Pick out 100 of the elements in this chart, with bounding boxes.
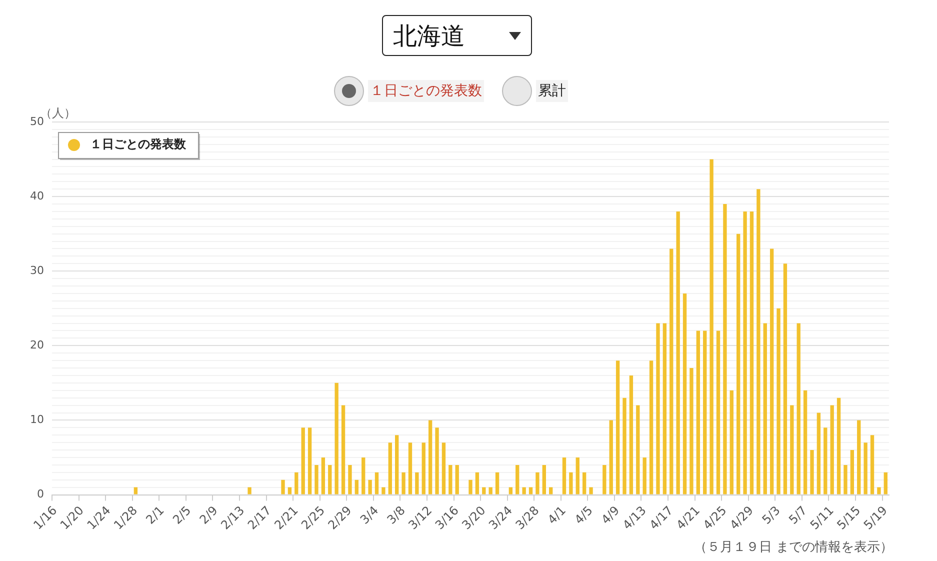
y-tick-label: 30: [30, 264, 44, 277]
bar: [281, 480, 285, 494]
bar: [314, 464, 318, 494]
x-tick-label: 4/1: [545, 503, 569, 527]
bar: [622, 398, 626, 494]
bar: [690, 368, 694, 494]
y-tick-label: 0: [36, 488, 44, 501]
bar: [790, 405, 794, 494]
bar: [616, 360, 620, 494]
bar: [348, 464, 352, 494]
x-tick-label: 3/4: [358, 503, 382, 527]
bar: [334, 382, 338, 494]
chart-title: 北海道: [393, 20, 465, 52]
bar: [629, 375, 634, 494]
bar: [662, 323, 667, 494]
bar: [582, 472, 586, 494]
bar: [402, 472, 406, 494]
bar: [816, 412, 821, 494]
bar: [508, 487, 513, 494]
bar: [294, 472, 298, 494]
bar: [301, 428, 305, 494]
bar: [670, 248, 674, 494]
bar: [810, 450, 814, 494]
bar: [703, 330, 707, 494]
bar: [395, 435, 399, 494]
bar: [569, 472, 573, 494]
bar: [864, 442, 868, 494]
bar: [743, 211, 747, 494]
bar: [756, 189, 760, 494]
bar: [522, 487, 526, 494]
bar: [736, 234, 740, 494]
bar: [442, 442, 446, 494]
x-tick-label: 3/8: [384, 503, 408, 527]
x-tick-label: 4/5: [572, 503, 596, 527]
bar: [710, 159, 714, 494]
bar: [455, 464, 459, 494]
bar: [682, 293, 687, 494]
bar: [857, 420, 861, 494]
bar: [288, 487, 292, 494]
bar: [482, 487, 486, 494]
bar: [328, 464, 332, 494]
bar: [796, 323, 800, 494]
bar: [649, 360, 654, 494]
bar: [516, 464, 520, 494]
bar: [877, 487, 881, 494]
bar: [884, 472, 888, 494]
text: １日ごとの発表数: [370, 83, 482, 99]
y-tick-label: 10: [30, 413, 44, 426]
bar: [576, 457, 580, 494]
text: 累計: [536, 80, 568, 102]
bar: [448, 464, 452, 494]
bar: [750, 211, 754, 494]
bar: [830, 405, 834, 494]
bar: [488, 487, 492, 494]
bar: [824, 428, 828, 494]
bar: [776, 308, 780, 494]
x-tick-label: 2/1: [143, 503, 167, 527]
bar: [382, 487, 386, 494]
bar: [495, 472, 500, 494]
bar: [422, 442, 426, 494]
bar: [528, 487, 533, 494]
bar: [341, 405, 346, 494]
bar: [542, 464, 546, 494]
bar: [368, 480, 372, 494]
bar: [415, 472, 419, 494]
bar: [676, 211, 680, 494]
bar: [836, 398, 841, 494]
bar: [770, 248, 774, 494]
bar: [716, 330, 720, 494]
y-tick-label: 50: [30, 114, 44, 128]
bar: [388, 442, 392, 494]
x-tick-label: 2/9: [196, 503, 220, 527]
bar: [730, 390, 734, 494]
bar: [636, 405, 640, 494]
bar: [656, 323, 660, 494]
bar: [321, 457, 326, 494]
bar: [408, 442, 412, 494]
bar: [602, 464, 606, 494]
legend-label: １日ごとの発表数: [90, 137, 187, 152]
bar: [696, 330, 700, 494]
x-tick-label: 2/5: [170, 503, 194, 527]
bar: [844, 464, 848, 494]
text: （５月１９日 までの情報を表示）: [694, 539, 893, 556]
bar: [763, 323, 767, 494]
x-tick-label: 5/3: [759, 503, 783, 527]
bar: [803, 390, 808, 494]
y-tick-label: 40: [30, 189, 44, 202]
bar: [308, 428, 312, 494]
bar: [609, 420, 613, 494]
bar: [783, 264, 788, 494]
bar: [362, 457, 366, 494]
bar: [870, 435, 874, 494]
bar: [475, 472, 480, 494]
bar: [589, 487, 593, 494]
bar: [549, 487, 553, 494]
bar: [248, 487, 252, 494]
bar: [642, 457, 646, 494]
bar: [134, 487, 138, 494]
bar: [850, 450, 854, 494]
bar: [354, 480, 359, 494]
